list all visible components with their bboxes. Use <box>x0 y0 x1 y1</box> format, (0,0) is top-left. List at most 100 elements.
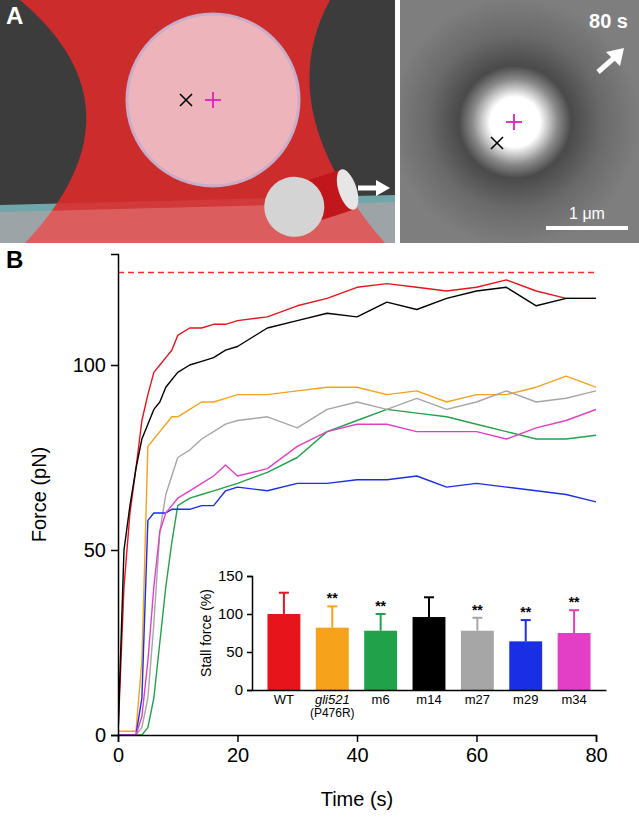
tick-label: 100 <box>218 605 243 622</box>
tick-label: 20 <box>227 744 249 766</box>
motor <box>256 158 365 243</box>
error-bar <box>521 620 531 641</box>
tick-mark <box>237 735 239 742</box>
tick-label: 0 <box>113 744 124 766</box>
error-bar <box>327 606 337 627</box>
tick: 20 <box>227 735 249 766</box>
error-bar-cap <box>424 596 434 598</box>
tick-label: 80 <box>585 744 607 766</box>
tick-label: 40 <box>346 744 368 766</box>
micrograph <box>400 0 639 243</box>
schematic <box>0 0 395 243</box>
significance-label: ** <box>569 594 580 610</box>
axis: WT gli521(P476R) m6 m14 m27 m29 m34 <box>253 690 607 720</box>
category-label: WT <box>274 692 294 707</box>
tick-label: 50 <box>226 643 243 660</box>
tick-label: 0 <box>95 724 106 746</box>
axis-line <box>253 690 607 692</box>
bar <box>509 641 542 690</box>
significance-label: ** <box>472 602 483 618</box>
panel-letter: A <box>6 2 23 29</box>
tick: m34 <box>561 690 586 707</box>
axis-title: Force (pN) <box>28 447 50 543</box>
tick: m27 <box>465 690 490 707</box>
time-label: 80 s <box>589 10 628 32</box>
category-label: gli521(P476R) <box>310 692 355 720</box>
axis-line <box>119 736 597 743</box>
tick: m29 <box>513 690 538 707</box>
tick: 0 <box>235 681 252 698</box>
scale-bar <box>546 226 628 230</box>
tick-label: 50 <box>84 539 106 561</box>
panel-letter: B <box>6 246 23 273</box>
tick-mark <box>357 735 359 742</box>
error-bar <box>424 597 434 617</box>
tick: m6 <box>372 690 390 707</box>
tick-label: 0 <box>235 681 243 698</box>
tick: 50 <box>84 539 118 561</box>
trap-center <box>491 137 503 149</box>
tick: 150 <box>218 567 252 584</box>
tick-mark <box>476 735 478 742</box>
tick-mark <box>111 550 118 552</box>
tick: m14 <box>416 690 441 707</box>
error-bar-stem <box>331 606 333 627</box>
inset-background <box>192 548 618 730</box>
bead-center <box>205 92 221 108</box>
tick: 100 <box>218 605 252 622</box>
axis: 0 50 100 <box>73 255 119 746</box>
category-label: m34 <box>561 692 586 707</box>
tick: 0 <box>113 735 124 766</box>
category-label: m14 <box>416 692 441 707</box>
error-bar-stem <box>525 620 527 641</box>
error-bar <box>279 593 289 614</box>
scale-bar-label: 1 μm <box>569 205 605 222</box>
tick: 60 <box>466 735 488 766</box>
axis: 0 20 40 60 80 <box>113 735 608 766</box>
tick-mark <box>111 735 118 737</box>
tick: 100 <box>73 354 118 376</box>
bar <box>267 614 300 690</box>
error-bar <box>569 610 579 633</box>
axis-line <box>247 577 253 691</box>
axis-line <box>111 255 119 736</box>
bar <box>558 633 591 690</box>
tick: 40 <box>346 735 368 766</box>
tick-mark <box>247 614 252 616</box>
tick-mark <box>111 365 118 367</box>
bead-center <box>506 114 522 130</box>
axis-title: Time (s) <box>321 788 394 810</box>
background <box>0 0 395 243</box>
bar <box>461 631 494 690</box>
laser-beam <box>20 0 385 243</box>
tick-mark <box>247 576 252 578</box>
inset-plot-area <box>267 593 590 690</box>
bar <box>316 628 349 690</box>
tick: WT <box>274 690 294 707</box>
error-bar-stem <box>476 618 478 631</box>
category-label: m29 <box>513 692 538 707</box>
bar <box>413 617 446 690</box>
axis-title: Stall force (%) <box>198 589 214 677</box>
error-bar-stem <box>428 597 430 617</box>
significance-label: ** <box>327 590 338 606</box>
arrow <box>358 180 390 196</box>
tick-label: 100 <box>73 354 106 376</box>
trap-center <box>180 94 192 106</box>
error-bar <box>472 618 482 631</box>
tick: 0 <box>95 724 118 746</box>
axis: 0 50 100 150 <box>218 567 253 698</box>
tick-mark <box>596 735 598 742</box>
error-bar-stem <box>380 614 382 631</box>
bead <box>127 14 299 186</box>
bead-image <box>400 0 639 243</box>
reference-line <box>118 272 596 274</box>
error-bar-cap <box>279 592 289 594</box>
tick-mark <box>247 690 252 692</box>
error-bar-stem <box>283 593 285 614</box>
error-bar-stem <box>573 610 575 633</box>
tick-mark <box>247 652 252 654</box>
significance-label: ** <box>375 598 386 614</box>
category-label: m6 <box>372 692 390 707</box>
tick: gli521(P476R) <box>310 690 355 720</box>
